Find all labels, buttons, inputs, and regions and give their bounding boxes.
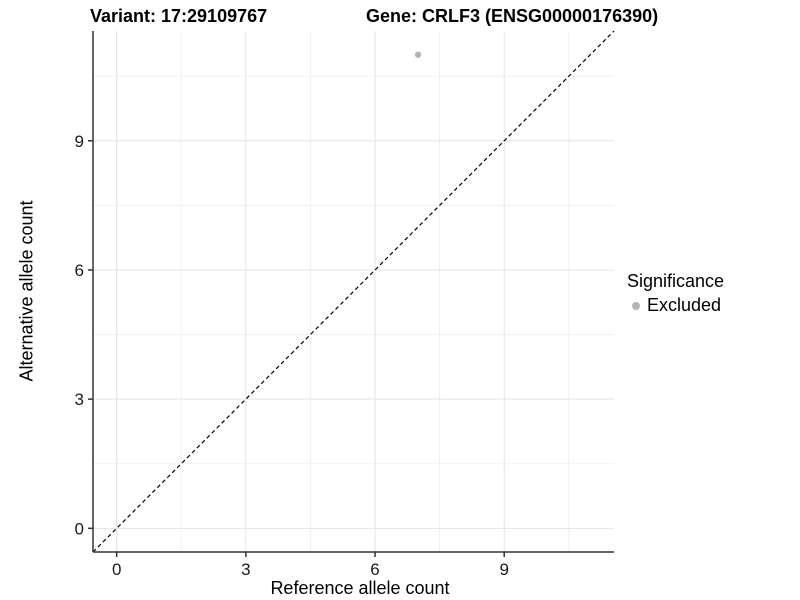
x-tick-label: 0: [112, 560, 121, 579]
gene-title: Gene: CRLF3 (ENSG00000176390): [366, 6, 659, 26]
y-tick-label: 0: [75, 519, 84, 538]
identity-reference-line: [92, 30, 615, 553]
legend-title: Significance: [627, 271, 725, 291]
legend: Significance Excluded: [627, 271, 724, 316]
data-point: [414, 51, 422, 58]
variant-title: Variant: 17:29109767: [90, 6, 268, 26]
y-axis-title: Alternative allele count: [16, 200, 37, 382]
y-tick-label: 6: [75, 261, 84, 280]
x-tick-label: 6: [370, 560, 379, 579]
y-tick-label: 3: [75, 390, 84, 409]
legend-point-icon: [632, 301, 640, 310]
x-tick-label: 9: [499, 560, 508, 579]
x-tick-label: 3: [241, 560, 250, 579]
legend-item-excluded: Excluded: [627, 295, 724, 316]
x-axis-title: Reference allele count: [270, 578, 450, 598]
legend-item-label: Excluded: [647, 295, 722, 315]
y-tick-label: 9: [75, 132, 84, 151]
